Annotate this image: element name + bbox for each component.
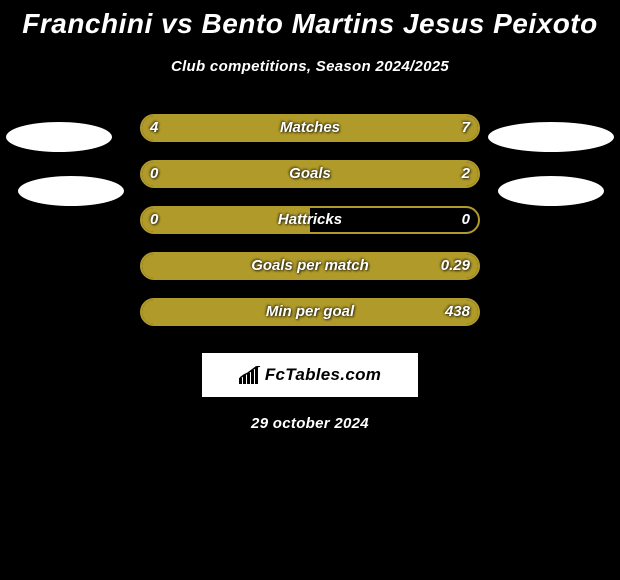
stat-row-hattricks: 0 Hattricks 0: [0, 197, 620, 243]
subtitle: Club competitions, Season 2024/2025: [0, 58, 620, 75]
stat-right-value: 7: [462, 114, 470, 142]
date-label: 29 october 2024: [0, 415, 620, 432]
stat-right-value: 2: [462, 160, 470, 188]
stat-right-value: 438: [445, 298, 470, 326]
comparison-card: Franchini vs Bento Martins Jesus Peixoto…: [0, 0, 620, 580]
source-badge[interactable]: FcTables.com: [202, 353, 418, 397]
stat-row-goals-per-match: Goals per match 0.29: [0, 243, 620, 289]
stat-label: Goals per match: [0, 252, 620, 280]
stat-label: Goals: [0, 160, 620, 188]
source-label: FcTables.com: [265, 365, 381, 385]
stat-label: Min per goal: [0, 298, 620, 326]
stat-right-value: 0: [462, 206, 470, 234]
page-title: Franchini vs Bento Martins Jesus Peixoto: [0, 0, 620, 40]
stats-block: 4 Matches 7 0 Goals 2 0 Hattricks 0: [0, 105, 620, 335]
stat-label: Matches: [0, 114, 620, 142]
stat-row-matches: 4 Matches 7: [0, 105, 620, 151]
stat-label: Hattricks: [0, 206, 620, 234]
bar-chart-icon: [239, 366, 261, 384]
stat-row-goals: 0 Goals 2: [0, 151, 620, 197]
stat-row-min-per-goal: Min per goal 438: [0, 289, 620, 335]
stat-right-value: 0.29: [441, 252, 470, 280]
